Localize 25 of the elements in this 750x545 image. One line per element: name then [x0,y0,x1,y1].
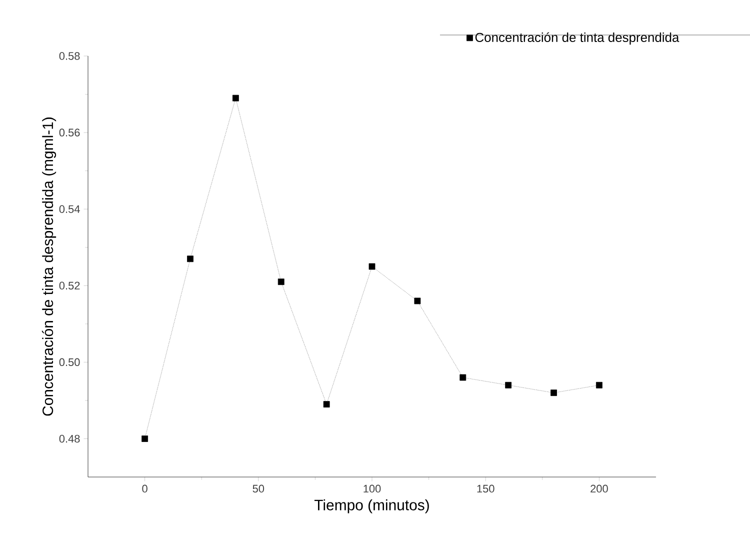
point [414,298,421,304]
x-tick-label: 150 [477,484,494,493]
point [460,374,466,381]
x-tick-label: 50 [252,484,264,493]
point [596,382,602,388]
point [323,401,330,408]
point [187,256,194,262]
point [142,436,148,442]
y-tick-label: 0.48 [59,434,80,443]
y-tick-label: 0.58 [59,52,80,60]
point [368,263,376,270]
y-tick-label: 0.56 [59,128,80,136]
x-axis-title: Tiempo (minutos) [314,499,429,514]
legend-label: Concentración de tinta desprendida [475,32,680,45]
y-axis-title: Concentración de tinta desprendida (mgml-1) [42,118,56,416]
x-tick-label: 100 [364,484,381,493]
x-tick-label: 0 [142,484,148,493]
y-tick-label: 0.52 [59,282,80,290]
point [278,278,284,286]
x-tick-label: 200 [590,484,608,493]
point [505,382,512,388]
y-tick-label: 0.54 [59,205,80,213]
point [232,94,239,102]
point [550,390,557,396]
y-tick-label: 0.50 [59,358,80,366]
